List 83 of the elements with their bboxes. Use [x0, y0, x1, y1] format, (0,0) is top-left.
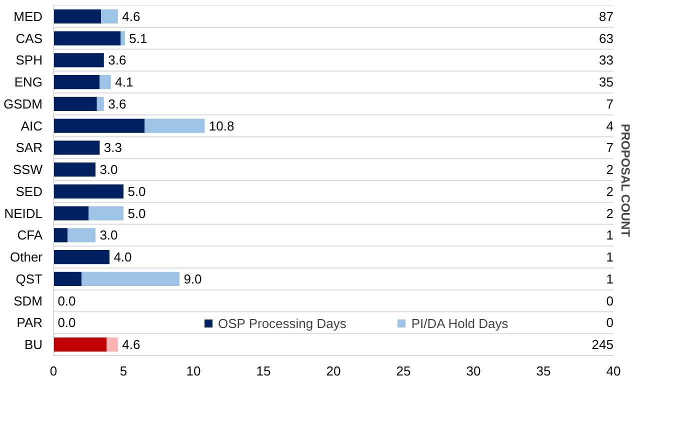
total-label: 0.0 — [58, 293, 76, 308]
total-label: 10.8 — [208, 118, 234, 134]
annotation: 245 — [592, 337, 614, 352]
total-label: 3.0 — [100, 228, 118, 243]
total-label: 4.6 — [122, 8, 140, 24]
bar — [54, 53, 104, 68]
x-tick-label: 10 — [186, 364, 201, 378]
y-tick-label: CAS — [16, 30, 43, 46]
bar — [68, 228, 96, 242]
annotation: 2 — [606, 184, 614, 199]
bar — [54, 162, 96, 177]
bar — [54, 337, 107, 352]
y-tick-label: SPH — [16, 52, 43, 68]
bar — [96, 96, 104, 112]
annotation: 0 — [606, 293, 614, 308]
total-label: 4.1 — [115, 74, 134, 90]
bar — [54, 31, 121, 46]
annotation: 1 — [606, 228, 614, 243]
bar — [54, 96, 97, 112]
annotation: 7 — [606, 96, 614, 112]
bar — [54, 250, 110, 264]
bar — [54, 184, 124, 199]
annotation: 35 — [599, 74, 614, 90]
y2-axis-title: PROPOSAL COUNT — [618, 124, 632, 238]
bar — [100, 74, 111, 90]
annotation: 2 — [606, 206, 614, 221]
y-tick-label: AIC — [20, 118, 42, 134]
bar — [54, 74, 100, 90]
total-label: 5.0 — [128, 184, 146, 199]
total-label: 5.0 — [128, 206, 146, 221]
annotation: 2 — [606, 162, 614, 178]
y-tick-label: SDM — [14, 293, 42, 308]
bar — [54, 118, 144, 133]
y-tick-label: SED — [16, 184, 43, 199]
total-label: 3.0 — [100, 162, 118, 178]
bar — [54, 140, 100, 155]
annotation: 1 — [606, 250, 614, 265]
y-tick-label: ENG — [14, 74, 42, 90]
bar — [54, 272, 82, 286]
total-label: 0.0 — [58, 315, 76, 330]
y-tick-label: Other — [10, 250, 44, 265]
y-tick-label: PAR — [16, 315, 42, 330]
annotation: 63 — [599, 30, 614, 46]
y-tick-label: SAR — [16, 140, 43, 156]
total-label: 5.1 — [129, 30, 148, 46]
x-tick-label: 0 — [50, 364, 58, 378]
bar — [88, 206, 124, 220]
total-label: 3.3 — [104, 140, 122, 156]
bar — [144, 118, 205, 133]
total-label: 3.6 — [108, 96, 126, 112]
bar — [54, 206, 88, 220]
x-tick-label: 15 — [256, 364, 271, 378]
x-tick-label: 30 — [466, 364, 481, 378]
annotation: 33 — [599, 52, 614, 68]
bar — [54, 9, 102, 24]
annotation: 7 — [606, 140, 614, 156]
bar — [106, 337, 118, 352]
bar — [101, 9, 118, 24]
annotation: 4 — [606, 118, 614, 134]
y-tick-label: BU — [24, 337, 43, 352]
annotation: 0 — [606, 315, 614, 330]
annotation: 87 — [599, 8, 614, 24]
y-tick-label: NEIDL — [4, 206, 43, 221]
y-tick-label: QST — [16, 271, 43, 286]
bar — [82, 272, 180, 286]
x-tick-label: 5 — [120, 364, 128, 378]
y-tick-label: GSDM — [4, 96, 42, 112]
y-tick-label: MED — [14, 8, 42, 24]
y-tick-label: CFA — [17, 228, 43, 243]
bar — [54, 228, 68, 242]
bar — [120, 31, 125, 46]
total-label: 3.6 — [108, 52, 126, 68]
x-tick-label: 35 — [536, 364, 551, 378]
total-label: 4.6 — [122, 337, 140, 352]
x-tick-label: 40 — [606, 364, 621, 378]
x-tick-label: 20 — [326, 364, 341, 378]
legend-label: PI/DA Hold Days — [411, 316, 508, 331]
legend-label: OSP Processing Days — [218, 316, 346, 331]
y-tick-label: SSW — [12, 162, 44, 178]
x-tick-label: 25 — [396, 364, 411, 378]
annotation: 1 — [606, 271, 614, 286]
total-label: 4.0 — [114, 250, 132, 265]
total-label: 9.0 — [184, 271, 202, 286]
